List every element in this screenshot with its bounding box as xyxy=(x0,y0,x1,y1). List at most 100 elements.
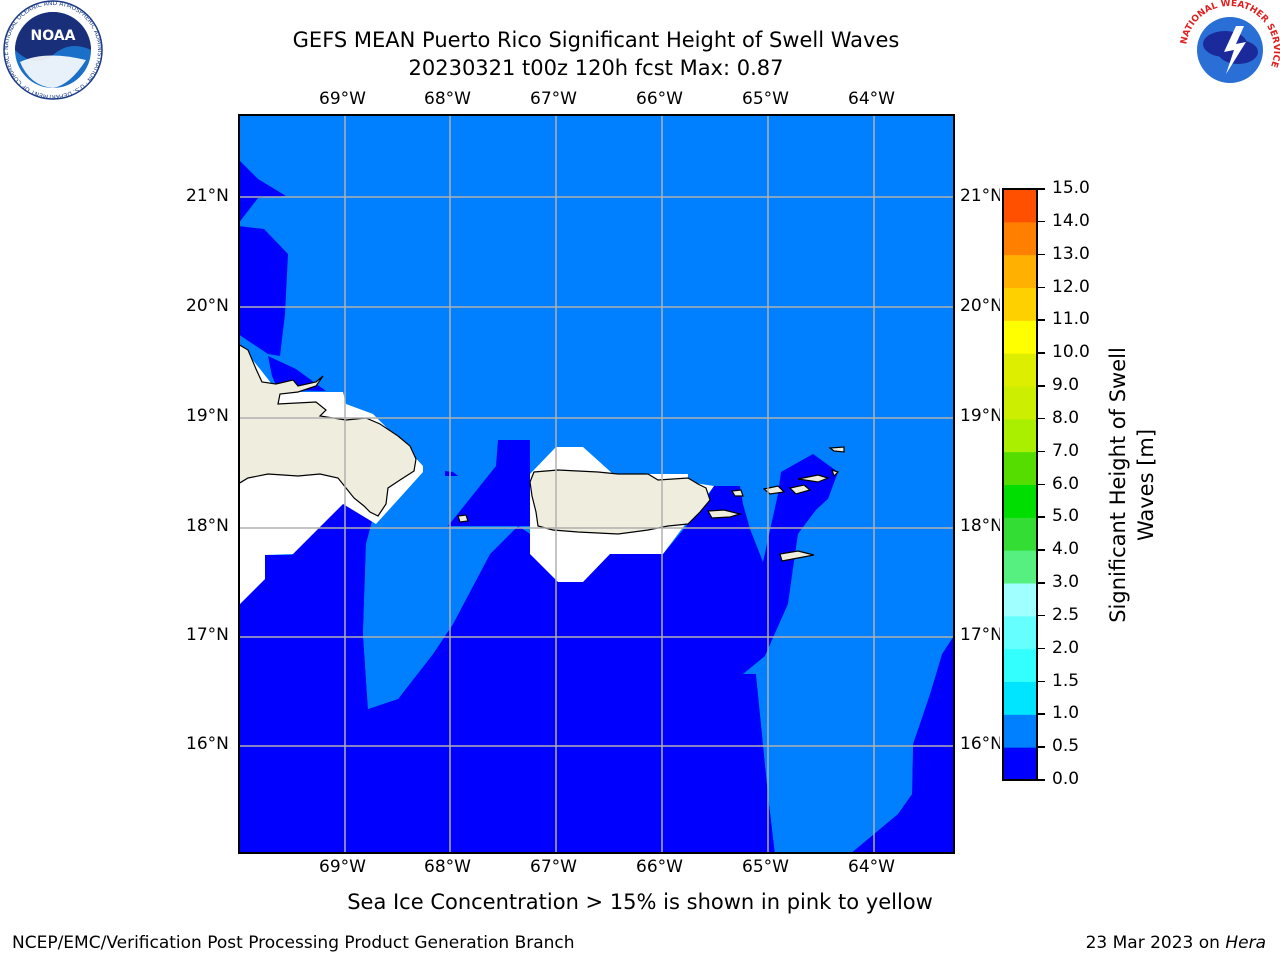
colorbar-tick-label: 12.0 xyxy=(1052,276,1090,297)
lat-tick-left-21n: 21°N xyxy=(186,186,229,206)
colorbar-tick-label: 1.5 xyxy=(1052,670,1080,691)
hispaniola-land xyxy=(237,342,417,517)
colorbar-tick-label: 10.0 xyxy=(1052,342,1090,363)
mid-swell-tongues xyxy=(363,494,955,854)
map-frame xyxy=(238,114,955,854)
land-masses xyxy=(237,342,845,562)
colorbar-tick-mark xyxy=(1037,549,1045,551)
colorbar-tick-label: 0.0 xyxy=(1052,769,1080,789)
lat-tick-left-20n: 20°N xyxy=(186,296,229,316)
colorbar-tick-label: 2.0 xyxy=(1052,637,1080,658)
colorbar-band xyxy=(1003,550,1037,584)
footer-date: 23 Mar 2023 on Hera xyxy=(1086,933,1266,953)
swell-height-map xyxy=(237,114,955,854)
colorbar-tick-mark xyxy=(1037,253,1045,256)
colorbar-tick-mark xyxy=(1037,614,1045,617)
mid-swell-anegada-tongue xyxy=(756,494,955,854)
colorbar-tick-label: 14.0 xyxy=(1052,210,1090,231)
colorbar-tick-mark xyxy=(1037,385,1045,387)
colorbar-tick-label: 11.0 xyxy=(1052,309,1090,330)
lat-tick-right-16n: 16°N xyxy=(960,734,1003,754)
lon-tick-bottom-69w: 69°W xyxy=(319,857,366,877)
colorbar-tick-label: 9.0 xyxy=(1052,375,1080,395)
colorbar-band xyxy=(1003,484,1037,518)
lon-tick-bottom-65w: 65°W xyxy=(742,857,789,877)
lon-tick-bottom-64w: 64°W xyxy=(848,857,895,877)
colorbar-bands xyxy=(1003,189,1037,781)
colorbar-band xyxy=(1003,386,1037,420)
low-swell-mona-patch xyxy=(448,440,530,526)
lon-tick-top-65w: 65°W xyxy=(742,89,789,109)
colorbar-tick-mark xyxy=(1037,779,1045,781)
sea-ice-caption: Sea Ice Concentration > 15% is shown in … xyxy=(347,890,933,914)
lat-tick-left-18n: 18°N xyxy=(186,516,229,536)
colorbar-tick-mark xyxy=(1037,352,1045,354)
lon-tick-top-64w: 64°W xyxy=(848,89,895,109)
lat-tick-right-19n: 19°N xyxy=(960,406,1003,426)
lon-tick-top-68w: 68°W xyxy=(424,89,471,109)
lon-tick-top-69w: 69°W xyxy=(319,89,366,109)
low-swell-south-basin xyxy=(238,114,955,854)
colorbar-band xyxy=(1003,681,1037,715)
colorbar-tick-label: 3.0 xyxy=(1052,572,1080,592)
colorbar-band xyxy=(1003,648,1037,682)
colorbar-tick-mark xyxy=(1037,188,1045,190)
lat-tick-left-16n: 16°N xyxy=(186,734,229,754)
puerto-rico-land xyxy=(529,469,711,535)
footer-credit: NCEP/EMC/Verification Post Processing Pr… xyxy=(12,933,575,953)
colorbar-tick-label: 4.0 xyxy=(1052,539,1080,560)
low-swell-desecheo xyxy=(445,471,458,476)
lat-tick-left-17n: 17°N xyxy=(186,625,229,645)
lon-tick-bottom-67w: 67°W xyxy=(530,857,577,877)
colorbar-label-line2: Waves [m] xyxy=(1134,429,1158,541)
colorbar-band xyxy=(1003,287,1037,321)
colorbar-tick-label: 13.0 xyxy=(1052,243,1090,264)
lon-tick-top-66w: 66°W xyxy=(636,89,683,109)
colorbar-tick-mark xyxy=(1037,220,1045,223)
colorbar-band xyxy=(1003,451,1037,485)
colorbar-tick-mark xyxy=(1037,286,1045,288)
colorbar-band xyxy=(1003,254,1037,288)
colorbar-tick-label: 15.0 xyxy=(1052,178,1090,198)
colorbar-tick-label: 5.0 xyxy=(1052,506,1080,527)
colorbar-tick-mark xyxy=(1037,483,1045,485)
culebra-land xyxy=(731,489,744,497)
colorbar-band xyxy=(1003,189,1037,223)
anegada-land xyxy=(828,446,845,453)
lat-tick-right-18n: 18°N xyxy=(960,516,1003,536)
colorbar-tick-label: 1.0 xyxy=(1052,703,1080,724)
colorbar-tick-label: 7.0 xyxy=(1052,440,1080,461)
colorbar-label: Significant Height of Swell Waves [m] xyxy=(1095,190,1165,780)
low-swell-nw-strip xyxy=(238,159,286,224)
colorbar-band xyxy=(1003,583,1037,617)
colorbar-tick-mark xyxy=(1037,417,1045,420)
colorbar xyxy=(1000,188,1040,782)
colorbar-tick-mark xyxy=(1037,319,1045,321)
lon-tick-bottom-66w: 66°W xyxy=(636,857,683,877)
lat-tick-right-21n: 21°N xyxy=(960,186,1003,206)
footer-host: Hera xyxy=(1225,933,1266,953)
low-swell-west-strip xyxy=(238,226,288,356)
colorbar-label-line1: Significant Height of Swell xyxy=(1106,347,1130,623)
colorbar-band xyxy=(1003,517,1037,551)
chart-title: GEFS MEAN Puerto Rico Significant Height… xyxy=(292,28,900,52)
virgin-gorda-land xyxy=(831,469,840,478)
colorbar-band xyxy=(1003,747,1037,781)
colorbar-tick-mark xyxy=(1037,450,1045,453)
st-john-land xyxy=(788,484,812,495)
colorbar-band xyxy=(1003,221,1037,256)
tortola-land xyxy=(797,474,830,483)
colorbar-tick-mark xyxy=(1037,746,1045,748)
colorbar-band xyxy=(1003,615,1037,650)
colorbar-tick-mark xyxy=(1037,713,1045,715)
chart-subtitle: 20230321 t00z 120h fcst Max: 0.87 xyxy=(408,56,784,80)
colorbar-tick-mark xyxy=(1037,516,1045,518)
graticule xyxy=(238,114,955,854)
lon-tick-top-67w: 67°W xyxy=(530,89,577,109)
lat-tick-right-17n: 17°N xyxy=(960,625,1003,645)
colorbar-tick-label: 0.5 xyxy=(1052,736,1080,757)
colorbar-band xyxy=(1003,418,1037,453)
noaa-logo: NATIONAL OCEANIC AND ATMOSPHERIC ADMINIS… xyxy=(0,0,106,100)
colorbar-tick-mark xyxy=(1037,647,1045,650)
colorbar-tick-mark xyxy=(1037,582,1045,584)
